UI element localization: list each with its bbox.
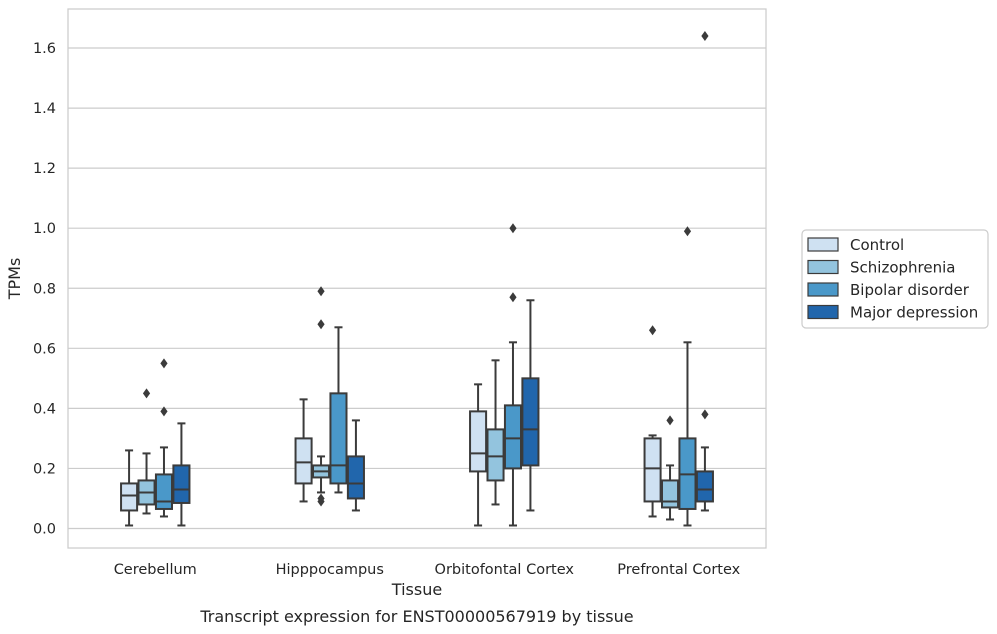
outlier-point bbox=[160, 406, 168, 417]
box-3-3 bbox=[695, 31, 714, 512]
box-body bbox=[469, 410, 488, 473]
outlier-point bbox=[317, 286, 325, 297]
box-body bbox=[294, 437, 313, 485]
box-0-0 bbox=[120, 449, 139, 527]
box-1-1 bbox=[311, 286, 331, 507]
box-0-2 bbox=[154, 358, 174, 518]
box-1-3 bbox=[346, 419, 365, 512]
y-tick-label: 0.0 bbox=[33, 521, 56, 537]
legend-label: Bipolar disorder bbox=[850, 281, 970, 299]
y-tick-label: 1.6 bbox=[33, 41, 56, 57]
box-1-2 bbox=[329, 326, 348, 494]
outlier-point bbox=[142, 388, 151, 399]
box-series bbox=[120, 31, 714, 527]
legend-swatch bbox=[807, 237, 839, 252]
legend-swatch bbox=[807, 259, 839, 275]
outlier-point bbox=[666, 415, 674, 426]
box-2-2 bbox=[503, 223, 523, 527]
box-body bbox=[346, 455, 365, 500]
box-body bbox=[503, 404, 523, 470]
y-tick-label: 0.6 bbox=[33, 341, 56, 357]
box-0-1 bbox=[137, 388, 156, 515]
box-body bbox=[486, 428, 505, 482]
box-body bbox=[521, 377, 540, 467]
outlier-point bbox=[317, 493, 325, 504]
plot-area bbox=[67, 8, 767, 549]
legend-label: Major depression bbox=[850, 304, 978, 322]
chart-caption: Transcript expression for ENST0000056791… bbox=[199, 607, 633, 626]
y-tick-label: 0.8 bbox=[33, 281, 56, 297]
y-tick-label: 1.2 bbox=[33, 161, 56, 177]
outlier-point bbox=[683, 226, 692, 237]
box-3-1 bbox=[660, 415, 680, 521]
box-body bbox=[154, 473, 174, 510]
legend-label: Control bbox=[850, 236, 904, 254]
box-body bbox=[695, 470, 714, 503]
box-body bbox=[660, 479, 680, 509]
grid bbox=[68, 47, 766, 530]
outlier-point bbox=[160, 358, 168, 369]
outlier-point bbox=[317, 319, 325, 330]
outlier-point bbox=[648, 325, 657, 336]
y-axis: 0.0 0.2 0.4 0.6 0.8 1.0 1.2 1.4 1.6 bbox=[33, 41, 56, 537]
x-axis: Cerebellum Hipppocampus Orbitofontal Corte… bbox=[114, 562, 741, 578]
x-axis-label: Tissue bbox=[391, 580, 442, 599]
legend-frame bbox=[801, 229, 989, 329]
box-body bbox=[120, 482, 139, 512]
box-2-3 bbox=[521, 299, 540, 512]
box-body bbox=[329, 392, 348, 485]
y-tick-label: 0.2 bbox=[33, 461, 56, 477]
x-tick-label: Hipppocampus bbox=[276, 562, 384, 578]
x-tick-label: Cerebellum bbox=[114, 562, 197, 578]
y-tick-label: 1.4 bbox=[33, 101, 56, 117]
x-tick-label: Orbitofontal Cortex bbox=[435, 562, 575, 578]
y-tick-label: 0.4 bbox=[33, 401, 56, 417]
y-axis-label: TPMs bbox=[5, 258, 24, 301]
box-1-0 bbox=[294, 398, 313, 503]
box-body bbox=[172, 464, 191, 504]
y-tick-label: 1.0 bbox=[33, 221, 56, 237]
outlier-point bbox=[509, 292, 517, 303]
legend-label: Schizophrenia bbox=[850, 259, 955, 277]
box-3-0 bbox=[643, 325, 662, 518]
x-tick-label: Prefrontal Cortex bbox=[617, 562, 740, 578]
outlier-point bbox=[509, 223, 517, 234]
outlier-point bbox=[701, 409, 709, 420]
box-body bbox=[643, 437, 662, 503]
legend: Control Schizophrenia Bipolar disorder Majo… bbox=[801, 229, 989, 329]
box-0-3 bbox=[172, 422, 191, 527]
box-2-0 bbox=[469, 383, 488, 527]
box-3-2 bbox=[678, 226, 697, 527]
legend-swatch bbox=[807, 282, 839, 297]
legend-swatch bbox=[807, 304, 839, 320]
outlier-point bbox=[701, 31, 709, 42]
box-2-1 bbox=[486, 359, 505, 506]
